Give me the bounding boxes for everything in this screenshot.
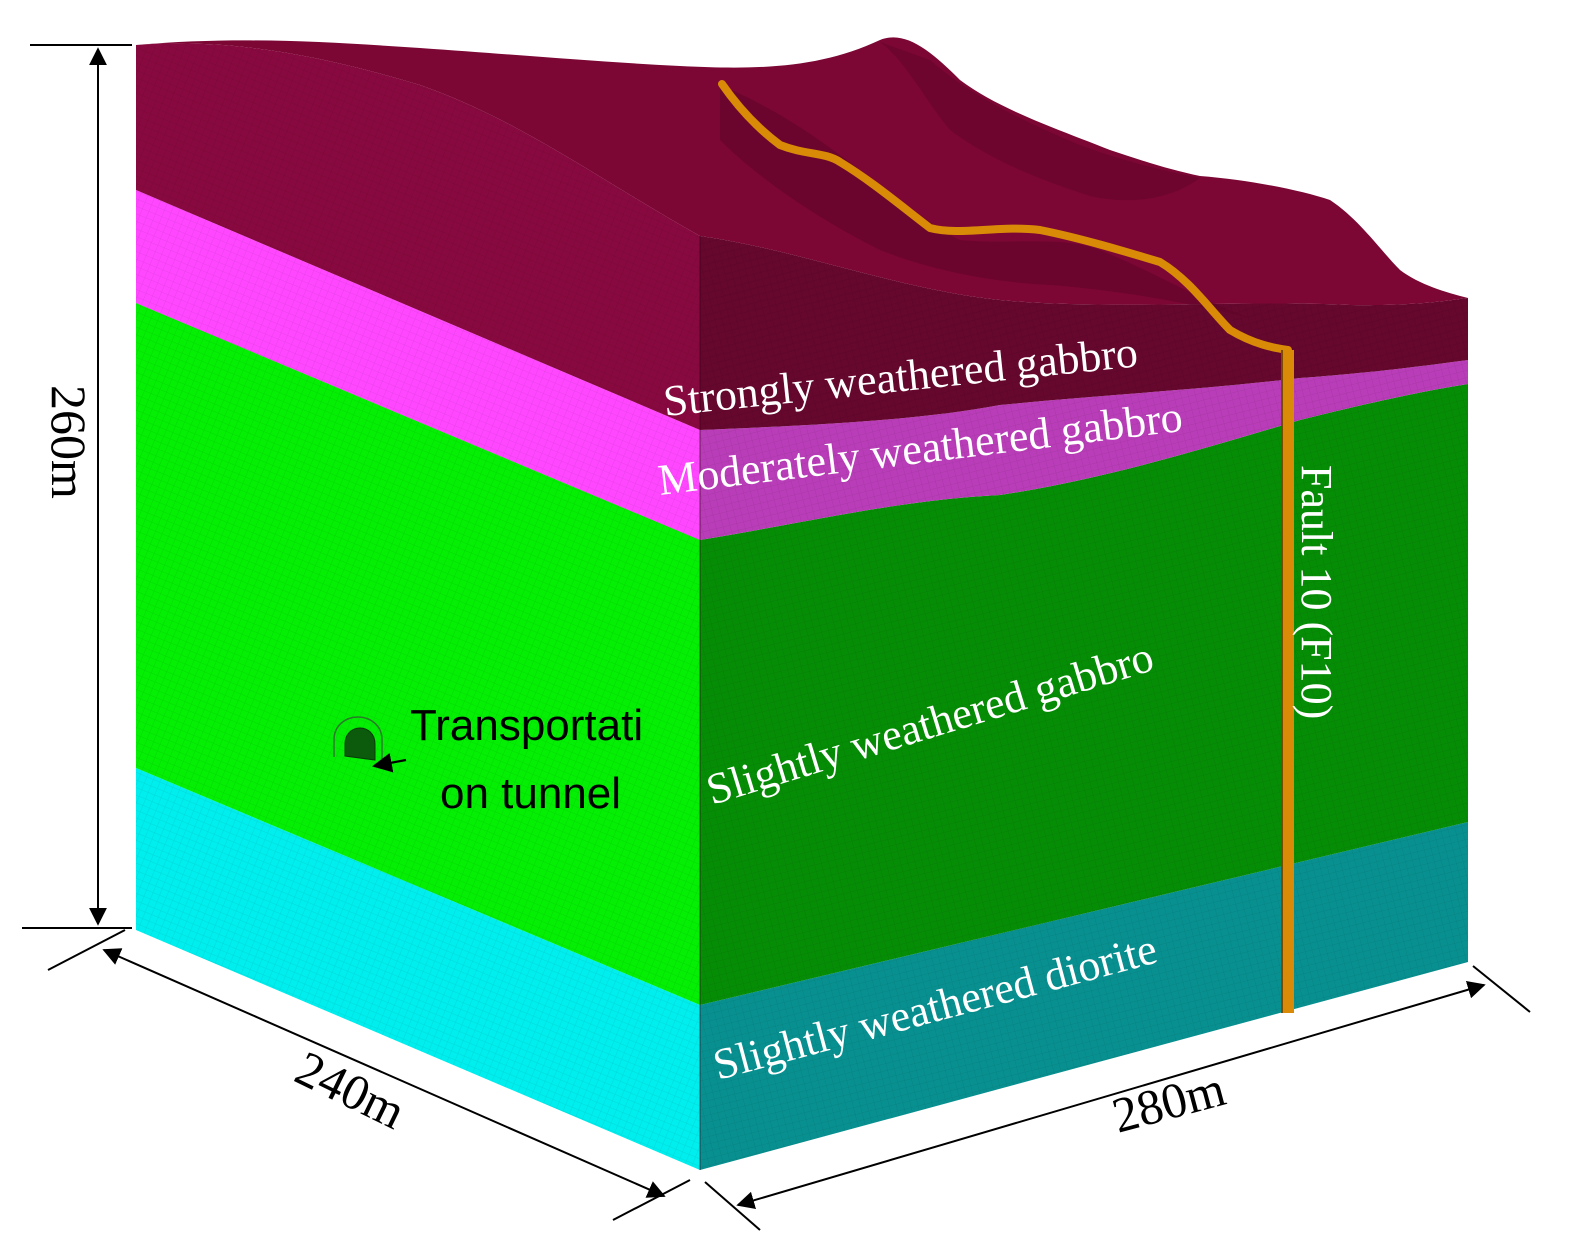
tunnel-section-icon: [344, 727, 376, 761]
dimension-lines: [22, 44, 1531, 1231]
transportation-tunnel: Transportati on tunnel: [333, 701, 643, 818]
top-surface-valley-shade: [880, 42, 1200, 201]
top-surface-ridge-shade: [720, 85, 1250, 318]
right-width-dimension-label: 280m: [1106, 1060, 1231, 1144]
fault-f10: [718, 80, 1294, 1013]
right-width-ext-b: [1472, 965, 1531, 1013]
tunnel-outline-icon: [333, 716, 383, 765]
tunnel-label-line1: Transportati: [410, 701, 643, 750]
left-width-ext-b: [612, 1179, 691, 1221]
label-fault-10: Fault 10 (F10): [1292, 465, 1341, 719]
right-width-dim-line: [736, 980, 1486, 1210]
left-width-dimension-label: 240m: [287, 1040, 414, 1140]
left-face-mesh: [136, 43, 700, 1170]
fault-plane-vertical: [1281, 350, 1294, 1013]
left-width-dim-line: [102, 948, 666, 1198]
height-dimension-label: 260m: [41, 385, 97, 499]
fault-trace-on-surface: [718, 80, 1292, 354]
left-width-ext-a: [47, 929, 126, 971]
top-terrain-surface: [136, 37, 1468, 318]
tunnel-label-line2: on tunnel: [440, 769, 621, 818]
fault-plane-edge: [1281, 350, 1283, 1013]
tunnel-pointer-arrow: [372, 752, 407, 773]
right-width-ext-a: [704, 1181, 761, 1231]
left-face: [136, 43, 700, 1170]
right-face-mesh: [700, 236, 1468, 1170]
